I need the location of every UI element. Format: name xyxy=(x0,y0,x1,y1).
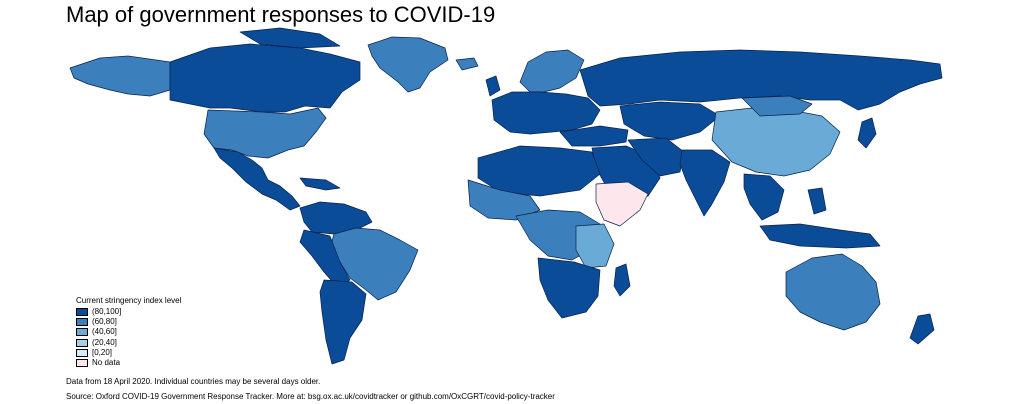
legend-label: (60,80] xyxy=(92,317,117,327)
region-north-africa xyxy=(477,145,601,197)
region-iceland xyxy=(455,57,479,71)
legend-swatch xyxy=(76,318,88,327)
legend-swatch xyxy=(76,348,88,357)
legend-swatch xyxy=(76,338,88,347)
region-east-africa xyxy=(575,223,615,269)
legend-label: (20,40] xyxy=(92,337,117,347)
region-europe xyxy=(491,91,601,135)
legend-item: (40,60] xyxy=(76,327,181,337)
region-madagascar xyxy=(613,263,631,297)
legend-title: Current stringency index level xyxy=(76,296,182,305)
legend-label: [0,20] xyxy=(92,347,113,357)
source-note: Source: Oxford COVID-19 Government Respo… xyxy=(66,392,555,401)
region-southern-africa xyxy=(537,257,601,319)
legend-item: [0,20] xyxy=(76,348,181,358)
legend-swatch xyxy=(76,308,88,317)
region-turkey xyxy=(559,125,629,147)
region-philippines xyxy=(807,187,827,215)
legend-label: (40,60] xyxy=(92,327,117,337)
legend-item: (80,100] xyxy=(76,307,181,317)
region-russia xyxy=(579,49,943,111)
region-arctic-islands xyxy=(239,27,341,49)
map-legend: Current stringency index level (80,100] … xyxy=(76,296,181,368)
legend-item: (20,40] xyxy=(76,338,181,348)
region-mexico xyxy=(213,147,301,211)
region-canada xyxy=(169,43,361,113)
data-date-note: Data from 18 April 2020. Individual coun… xyxy=(66,377,321,386)
region-japan xyxy=(857,117,877,149)
region-greenland xyxy=(367,36,449,93)
region-horn-of-africa xyxy=(595,181,649,227)
region-argentina xyxy=(319,279,367,365)
legend-item: (60,80] xyxy=(76,317,181,327)
region-iran xyxy=(627,137,685,177)
region-colombia-venezuela xyxy=(299,201,373,235)
region-india xyxy=(679,149,731,217)
region-scandinavia xyxy=(519,49,585,93)
region-uk xyxy=(485,75,501,97)
legend-label: No data xyxy=(92,358,121,368)
region-central-asia xyxy=(619,101,721,141)
region-indonesia xyxy=(759,223,881,249)
region-caribbean xyxy=(299,177,341,191)
region-china xyxy=(711,107,841,177)
region-australia xyxy=(785,253,881,331)
map-title: Map of government responses to COVID-19 xyxy=(66,2,496,27)
legend-label: (80,100] xyxy=(92,307,122,317)
legend-swatch xyxy=(76,359,88,368)
region-mongolia xyxy=(741,95,813,117)
region-new-zealand xyxy=(909,313,935,345)
region-southeast-asia xyxy=(743,173,785,221)
legend-item: No data xyxy=(76,358,181,368)
legend-swatch xyxy=(76,328,88,337)
region-alaska xyxy=(69,55,171,97)
